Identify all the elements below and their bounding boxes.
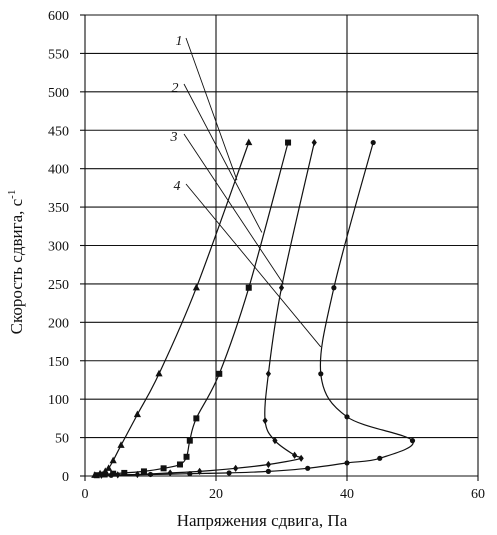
circle-marker xyxy=(331,285,337,291)
triangle-marker xyxy=(245,138,253,146)
diamond-marker xyxy=(292,451,298,459)
diamond-marker xyxy=(262,417,268,425)
y-tick-label: 600 xyxy=(48,9,69,24)
y-tick-label: 400 xyxy=(48,163,69,178)
series-3-line xyxy=(101,142,315,476)
x-tick-label: 20 xyxy=(209,487,223,502)
square-marker xyxy=(186,437,193,444)
y-axis-title-text: Скорость сдвига, с xyxy=(7,198,26,334)
callout-leader-1 xyxy=(185,37,238,181)
circle-marker xyxy=(226,470,232,476)
circle-marker xyxy=(265,468,271,474)
callout-label-1: 1 xyxy=(176,34,183,49)
callout-leader-2 xyxy=(183,83,263,233)
circle-marker xyxy=(377,455,383,461)
diamond-marker xyxy=(272,437,278,445)
square-marker xyxy=(93,472,100,479)
triangle-marker xyxy=(133,410,141,418)
square-marker xyxy=(101,471,108,478)
callout-leader-3 xyxy=(183,133,284,285)
y-tick-label: 0 xyxy=(62,470,69,485)
y-tick-label: 500 xyxy=(48,86,69,101)
triangle-marker xyxy=(109,456,117,464)
circle-marker xyxy=(409,438,416,444)
circle-marker xyxy=(318,371,324,377)
square-marker xyxy=(285,139,292,146)
square-marker xyxy=(193,415,200,422)
y-axis-title: Скорость сдвига, с-1 xyxy=(6,190,26,335)
circle-marker xyxy=(305,465,311,471)
y-axis-title-superscript: -1 xyxy=(6,190,18,199)
callout-group: 1 2 3 4 xyxy=(170,34,322,348)
y-tick-label: 150 xyxy=(48,355,69,370)
x-tick-label: 0 xyxy=(82,487,89,502)
square-marker xyxy=(121,469,128,476)
callout-label-3: 3 xyxy=(170,130,178,145)
circle-marker xyxy=(344,460,350,466)
y-tick-label: 200 xyxy=(48,316,69,331)
diamond-marker xyxy=(265,370,271,378)
square-marker xyxy=(245,284,252,291)
diamond-marker xyxy=(311,138,317,147)
x-axis-title: Напряжения сдвига, Па xyxy=(177,511,348,530)
y-tick-label: 450 xyxy=(48,124,69,139)
x-tick-labels: 0 20 40 60 xyxy=(82,487,486,502)
triangle-marker xyxy=(155,369,163,377)
series-3 xyxy=(98,138,317,479)
y-tick-label: 350 xyxy=(48,201,69,216)
y-tick-label: 100 xyxy=(48,393,69,408)
y-tick-label: 250 xyxy=(48,278,69,293)
series-group xyxy=(91,138,416,479)
square-marker xyxy=(216,370,223,377)
series-2 xyxy=(93,139,292,479)
series-4-line xyxy=(111,142,414,476)
x-tick-label: 60 xyxy=(471,487,485,502)
circle-marker xyxy=(187,471,193,477)
diamond-marker xyxy=(98,471,104,479)
diamond-marker xyxy=(265,460,271,469)
triangle-marker xyxy=(117,441,125,448)
triangle-marker xyxy=(104,464,113,471)
circle-marker xyxy=(108,472,114,478)
y-tick-label: 300 xyxy=(48,240,69,255)
circle-marker xyxy=(344,414,350,420)
diamond-marker xyxy=(298,454,304,462)
circle-marker xyxy=(370,139,376,146)
callout-label-2: 2 xyxy=(172,81,179,96)
series-1 xyxy=(91,138,253,478)
diamond-marker xyxy=(167,469,173,477)
series-1-line xyxy=(94,142,250,476)
circle-marker xyxy=(147,471,154,478)
triangle-marker xyxy=(192,283,200,291)
callout-label-4: 4 xyxy=(174,179,181,194)
y-tick-label: 50 xyxy=(55,432,69,447)
diamond-marker xyxy=(233,464,239,472)
callout-leader-4 xyxy=(185,183,322,348)
y-tick-label: 550 xyxy=(48,47,69,62)
grid-lines xyxy=(80,14,479,481)
square-marker xyxy=(176,461,183,468)
square-marker xyxy=(183,453,190,460)
diamond-marker xyxy=(278,284,285,292)
square-marker xyxy=(140,468,147,475)
series-4 xyxy=(108,139,416,478)
square-marker xyxy=(160,465,167,472)
x-tick-label: 40 xyxy=(340,487,354,502)
y-tick-labels: 0 50 100 150 200 250 300 350 400 450 500 550 600 xyxy=(48,9,69,485)
